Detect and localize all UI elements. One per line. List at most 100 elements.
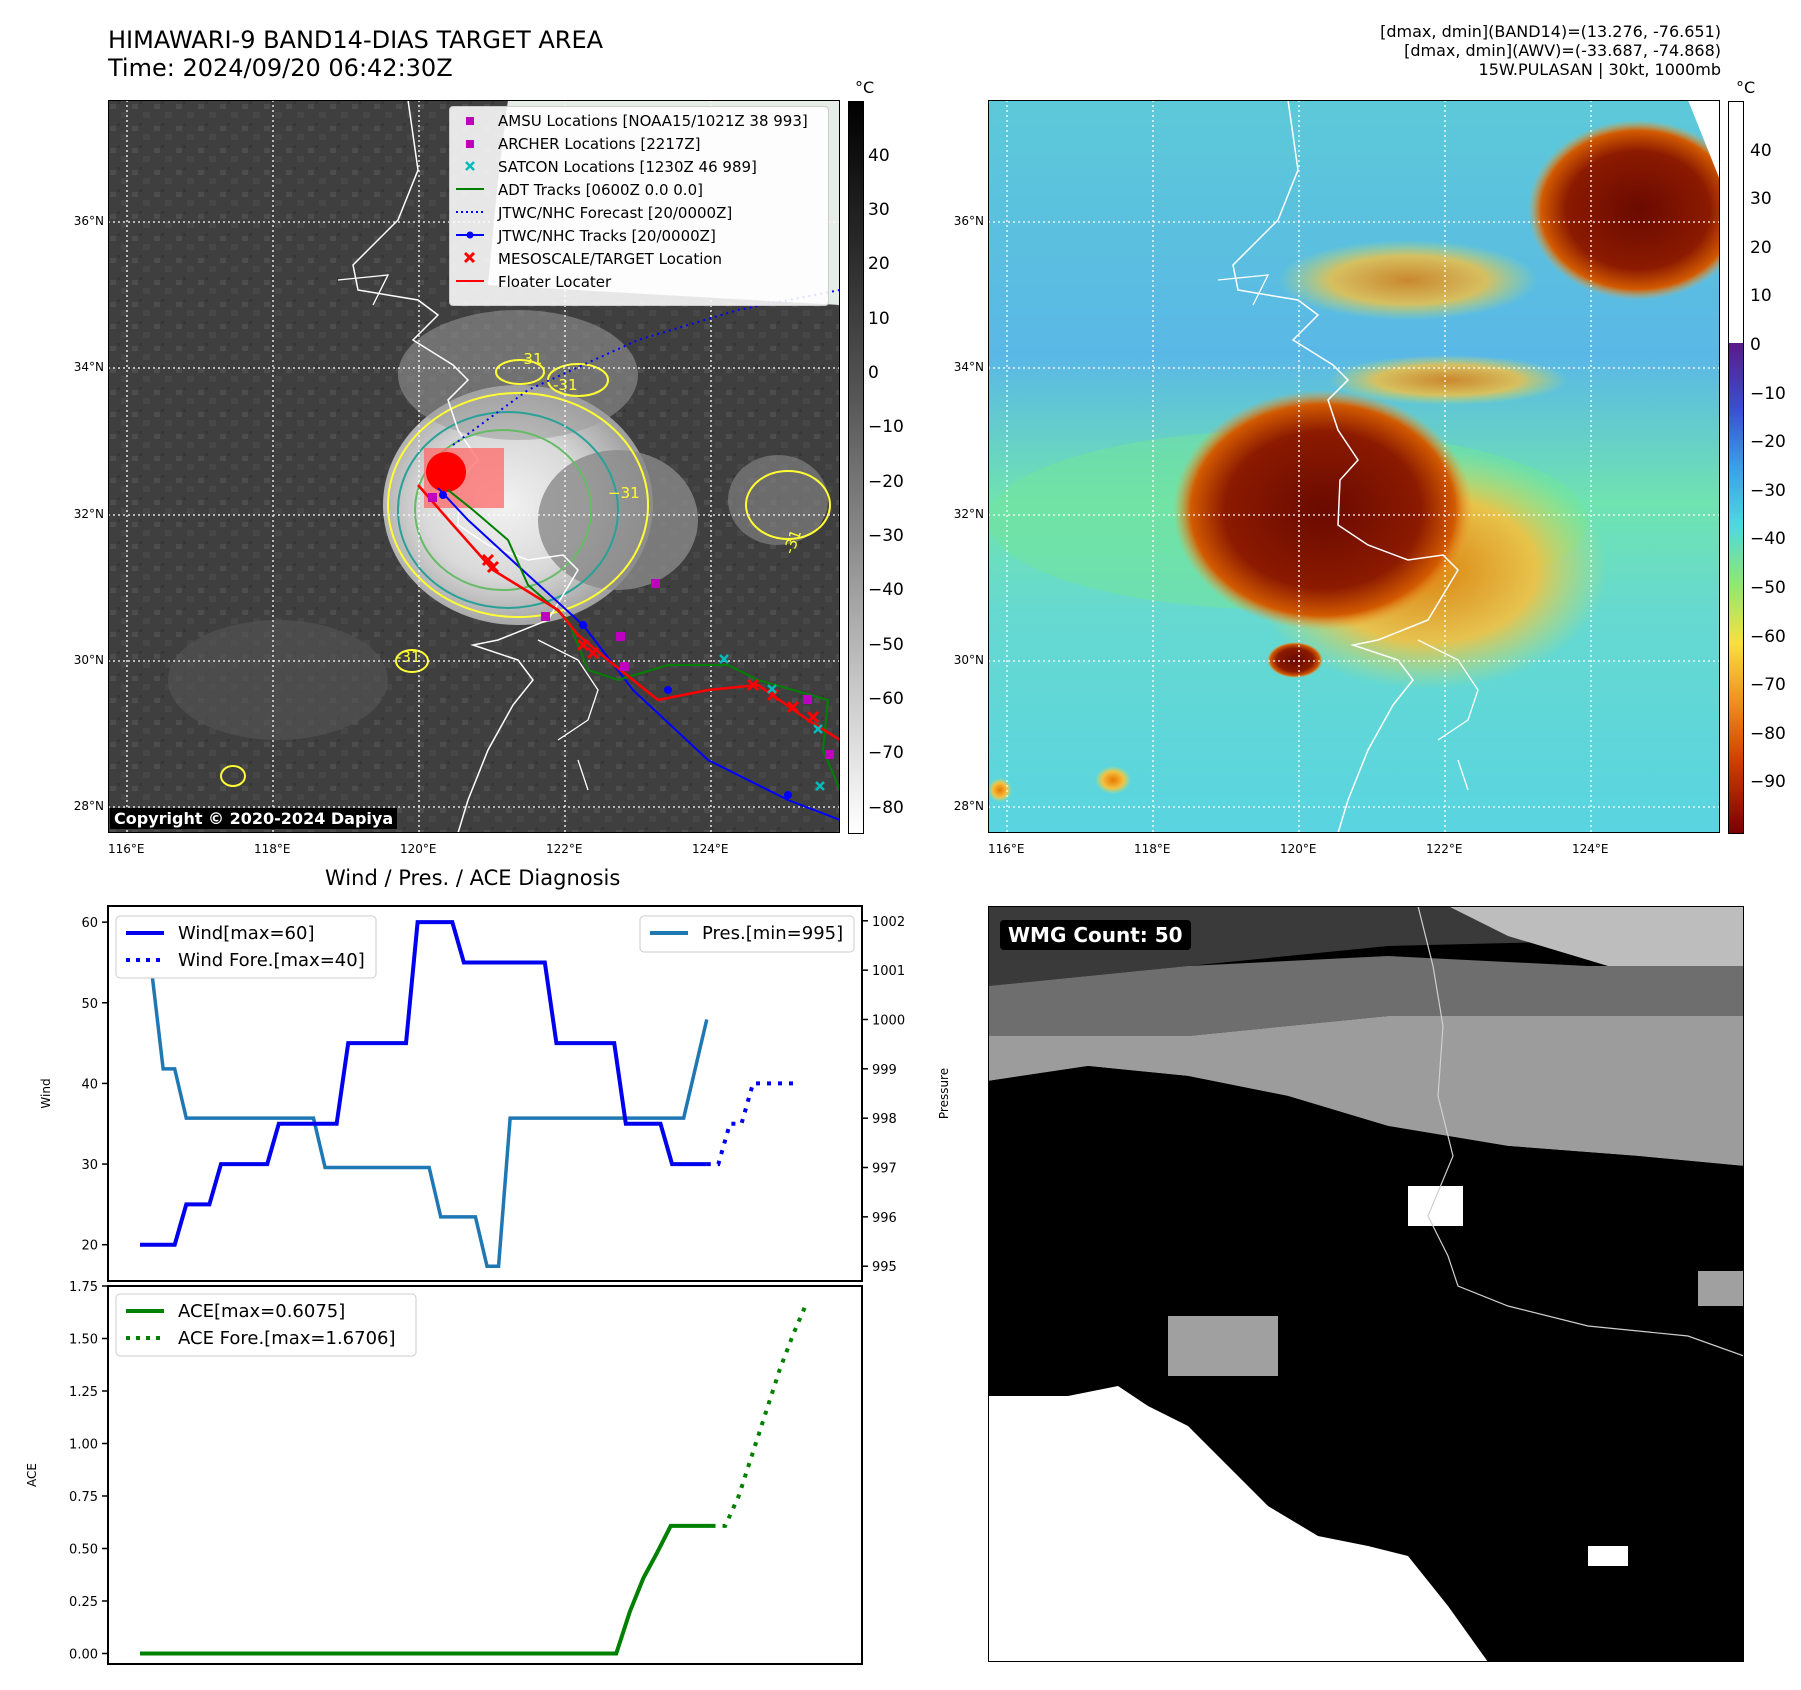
stats-line-1: [dmax, dmin](BAND14)=(13.276, -76.651) [1380,22,1721,41]
legend-label-wind: Wind[max=60] [178,923,315,944]
ace-tick-label: 0.25 [69,1595,98,1610]
colorbar-tick: 30 [1750,189,1772,209]
lat-label: 34°N [73,360,104,374]
legend-label: MESOSCALE/TARGET Location [498,250,722,268]
wmg-light-band [988,1016,1744,1166]
mesoscale-target-marker [426,452,466,492]
awv-storm-core [1173,390,1473,630]
legend-item-archer: ARCHER Locations [2217Z] [466,135,701,153]
ace-tick-label: 1.00 [69,1438,98,1453]
wmg-gray-patch [1168,1316,1278,1376]
awv-warm-34n [1328,355,1568,405]
colorbar-tick: −90 [1750,772,1786,792]
wind-legend: Wind[max=60] Wind Fore.[max=40] [115,915,377,979]
awv-map-panel [988,100,1720,833]
stats-line-3: 15W.PULASAN | 30kt, 1000mb [1478,60,1721,79]
wind-series-line [140,920,707,1247]
awv-map [988,100,1720,833]
ir-cloud-west [168,620,388,740]
pressure-tick-label: 996 [872,1211,897,1226]
legend-label: SATCON Locations [1230Z 46 989] [498,158,757,176]
adt-track [447,489,840,791]
amsu-archer-markers [428,493,834,759]
stats-block: [dmax, dmin](BAND14)=(13.276, -76.651) [… [1380,22,1721,79]
ir-lat-labels: 36°N 34°N 32°N 30°N 28°N [40,100,104,833]
wmg-white-patch [1408,1186,1463,1226]
legend-label-wind-forecast: Wind Fore.[max=40] [178,950,365,971]
ace-tick-label: 1.75 [69,1280,98,1295]
lat-label: 28°N [73,799,104,813]
contour-label: -31 [518,350,543,368]
legend-label: Floater Locater [498,273,612,291]
colorbar-tick: 20 [868,254,890,274]
stats-line-2: [dmax, dmin](AWV)=(-33.687, -74.868) [1404,41,1721,60]
contour-yellow-central [387,392,649,618]
pressure-tick-label: 997 [872,1162,897,1177]
colorbar-tick: 0 [868,363,879,383]
colorbar-tick: −30 [1750,481,1786,501]
ir-colorbar-unit: °C [855,78,875,97]
lon-label: 116°E [108,842,145,856]
wind-axis-label: Wind [39,1078,53,1108]
legend-label-pressure: Pres.[min=995] [702,923,843,944]
ace-tick-label: 0.00 [69,1648,98,1663]
wmg-white-south-east [1308,1546,1438,1646]
wind-tick-label: 60 [81,916,98,931]
awv-lat-labels: 36°N 34°N 32°N 30°N 28°N [920,100,984,833]
wind-tick-label: 50 [81,997,98,1012]
colorbar-tick: −10 [1750,384,1786,404]
ace-forecast-series-line [711,1301,809,1528]
pressure-axis-label: Pressure [937,1068,951,1119]
colorbar-tick: −50 [1750,578,1786,598]
legend-label: JTWC/NHC Forecast [20/0000Z] [497,204,732,222]
contour-green-central [414,429,592,591]
wmg-gray-patch-east [1698,1271,1744,1306]
copyright-label: Copyright © 2020-2024 Dapiya [110,808,398,829]
pressure-tick-label: 995 [872,1260,897,1275]
legend-label: JTWC/NHC Tracks [20/0000Z] [497,227,716,245]
colorbar-tick: 20 [1750,238,1772,258]
awv-lon-labels: 116°E 118°E 120°E 122°E 124°E [988,842,1720,860]
lat-label: 30°N [953,653,984,667]
ace-tick-label: 0.50 [69,1543,98,1558]
lon-label: 122°E [1426,842,1463,856]
legend-item-jtwc-tracks: JTWC/NHC Tracks [20/0000Z] [456,227,716,245]
wind-legend-box [115,915,377,979]
awv-warm-north [1278,240,1538,320]
pressure-legend-box [639,915,855,953]
wind-forecast-series-line [706,1081,800,1167]
title-line-1: HIMAWARI-9 BAND14-DIAS TARGET AREA [108,26,604,54]
colorbar-tick: −60 [868,689,904,709]
ir-colorbar-ticks: 40 30 20 10 0 −10 −20 −30 −40 −50 −60 −7… [868,101,918,832]
wmg-white-patch-2 [1588,1546,1628,1566]
colorbar-tick: 40 [1750,141,1772,161]
awv-storm-northeast [1528,120,1720,300]
pressure-tick-label: 999 [872,1063,897,1078]
contour-yellow-north [495,359,545,385]
title-line-2: Time: 2024/09/20 06:42:30Z [108,54,453,82]
lon-label: 124°E [1572,842,1609,856]
pressure-tick-label: 1001 [872,964,905,979]
awv-blob-30n [1267,642,1323,678]
legend-item-jtwc-forecast: JTWC/NHC Forecast [20/0000Z] [456,204,732,222]
lat-label: 32°N [953,507,984,521]
ace-tick-label: 1.25 [69,1385,98,1400]
ir-colorbar [848,101,864,834]
colorbar-tick: −10 [868,417,904,437]
ace-axis-label: ACE [25,1463,39,1487]
ace-legend: ACE[max=0.6075] ACE Fore.[max=1.6706] [115,1293,417,1357]
colorbar-tick: 0 [1750,335,1761,355]
colorbar-tick: 10 [868,309,890,329]
wind-pres-chart: 20 30 40 50 60 995 996 997 998 999 1000 1001 1002 Win… [39,905,951,1282]
wind-tick-label: 30 [81,1158,98,1173]
ir-legend-svg: AMSU Locations [NOAA15/1021Z 38 993] ARC… [456,112,808,291]
ace-chart: 0.00 0.25 0.50 0.75 1.00 1.25 1.50 1.75 ACE ACE[m… [25,1280,863,1665]
colorbar-tick: 10 [1750,286,1772,306]
colorbar-tick: −60 [1750,627,1786,647]
pressure-tick-label: 998 [872,1112,897,1127]
ace-legend-box [115,1293,417,1357]
colorbar-tick: −50 [868,635,904,655]
ir-lon-labels: 116°E 118°E 120°E 122°E 124°E [108,842,840,860]
ace-tick-label: 0.75 [69,1490,98,1505]
wind-tick-label: 20 [81,1239,98,1254]
